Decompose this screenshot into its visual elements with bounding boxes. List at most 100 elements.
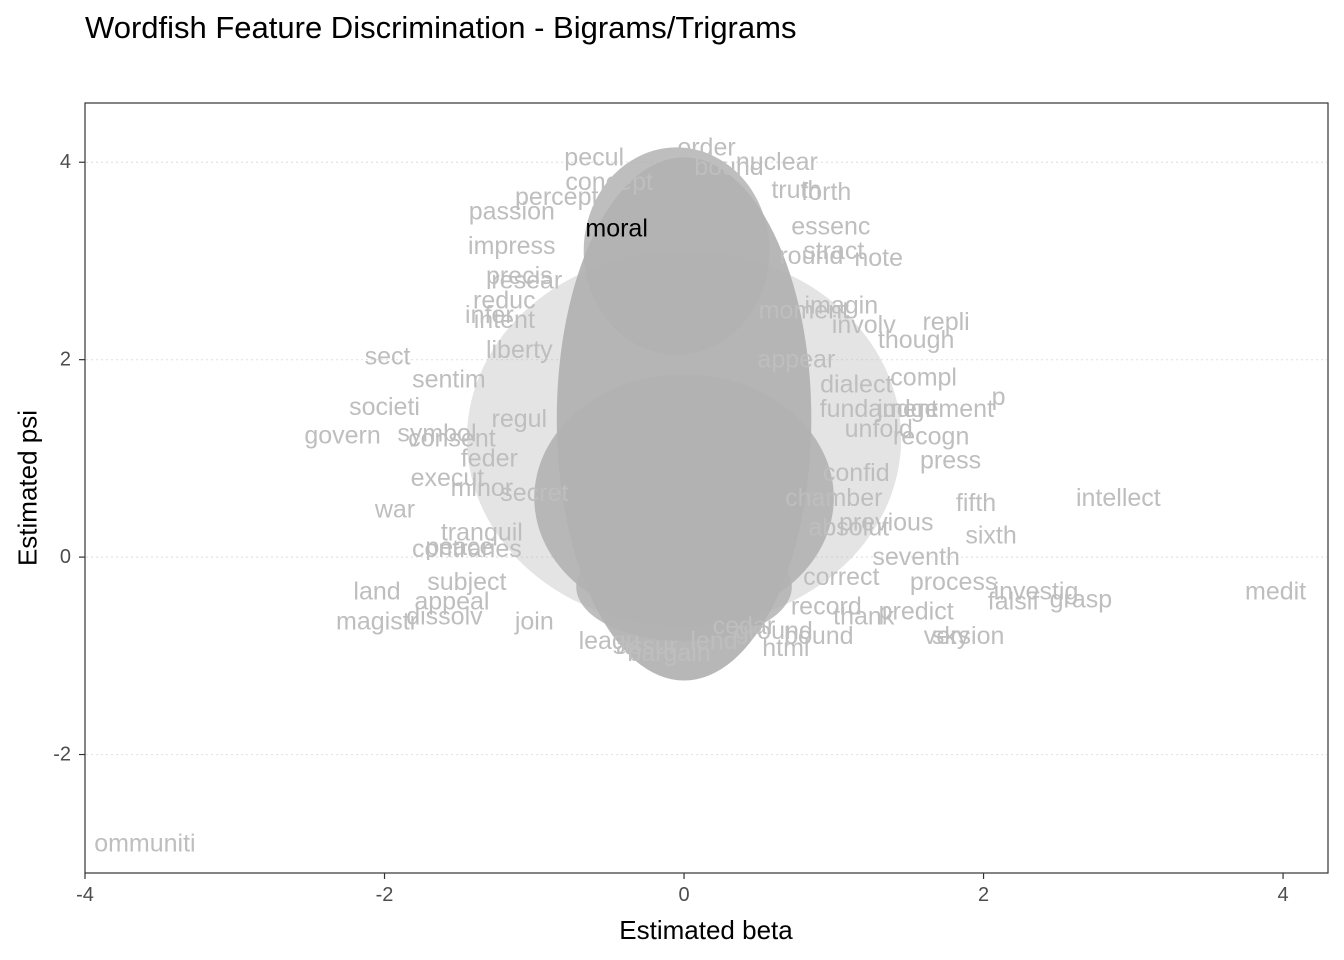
feature-label: bound xyxy=(694,153,764,181)
feature-label: nuclear xyxy=(736,148,818,176)
feature-label: previous xyxy=(839,509,934,537)
y-tick-label: 4 xyxy=(60,151,71,173)
feature-label: intent xyxy=(474,306,535,334)
feature-label: process xyxy=(910,568,998,596)
feature-label: subject xyxy=(427,568,506,596)
x-tick-label: -2 xyxy=(376,884,394,906)
y-axis-label: Estimated psi xyxy=(12,409,43,567)
feature-label: dissolv xyxy=(406,602,483,630)
feature-label: sky xyxy=(932,622,970,650)
density-cloud xyxy=(466,147,902,681)
feature-label: fundament xyxy=(820,395,938,423)
feature-label: order xyxy=(677,133,735,161)
feature-label: liberty xyxy=(486,336,553,364)
feature-label: p xyxy=(992,383,1006,411)
feature-label: note xyxy=(854,244,903,272)
feature-label: repli xyxy=(922,308,969,336)
feature-label: govern xyxy=(304,422,380,450)
feature-label: medit xyxy=(1245,578,1306,606)
feature-label: investig xyxy=(994,578,1079,606)
feature-label: round xyxy=(779,242,843,270)
feature-label: absolut xyxy=(808,513,889,541)
feature-label: seventh xyxy=(872,543,960,571)
feature-label: compl xyxy=(890,363,957,391)
feature-label: recogn xyxy=(893,423,969,451)
feature-label: chamber xyxy=(785,484,882,512)
feature-label: cedar xyxy=(713,612,776,640)
feature-label: pecul xyxy=(564,143,624,171)
feature-label: essenc xyxy=(791,212,870,240)
feature-label: record xyxy=(791,592,862,620)
feature-label: resear xyxy=(491,267,562,295)
feature-label: infer xyxy=(465,301,514,329)
feature-label: execut xyxy=(411,464,485,492)
feature-label: appeal xyxy=(414,588,489,616)
feature-label: lend xyxy=(690,627,737,655)
highlighted-feature-label: moral xyxy=(585,214,648,242)
x-axis-label: Estimated beta xyxy=(619,915,793,945)
x-tick-label: 2 xyxy=(978,884,989,906)
feature-label: concept xyxy=(565,168,653,196)
feature-label: stract xyxy=(803,237,864,265)
x-tick-label: -4 xyxy=(76,884,94,906)
feature-label: reduc xyxy=(473,286,536,314)
feature-label: percept xyxy=(515,183,598,211)
feature-label: precis xyxy=(486,262,553,290)
feature-label: fifth xyxy=(956,489,996,517)
feature-label: sect xyxy=(365,343,411,371)
feature-label: appear xyxy=(757,346,835,374)
density-blob xyxy=(466,251,902,627)
feature-label: judgement xyxy=(876,395,994,423)
feature-label: war xyxy=(374,496,415,524)
feature-label: confid xyxy=(823,459,890,487)
feature-label: minor xyxy=(451,474,514,502)
feature-label: join xyxy=(514,607,554,635)
feature-label: land xyxy=(353,578,400,606)
feature-label: feder xyxy=(461,444,518,472)
feature-label: though xyxy=(878,326,954,354)
feature-label: ommuniti xyxy=(94,829,195,857)
x-tick-label: 0 xyxy=(678,884,689,906)
feature-label: predict xyxy=(879,597,954,625)
y-tick-label: 0 xyxy=(60,546,71,568)
feature-label: leagu xyxy=(579,627,640,655)
feature-label: secret xyxy=(500,479,568,507)
density-blob xyxy=(583,147,770,355)
chart-title: Wordfish Feature Discrimination - Bigram… xyxy=(85,10,797,45)
feature-label: unfold xyxy=(845,415,913,443)
density-blob xyxy=(576,532,792,642)
feature-label: involv xyxy=(832,311,896,339)
y-tick-label: -2 xyxy=(53,744,71,766)
feature-label: forth xyxy=(801,178,851,206)
feature-label: dialect xyxy=(820,370,892,398)
y-tick-label: 2 xyxy=(60,349,71,371)
feature-label: intellect xyxy=(1076,484,1161,512)
feature-label: symbol xyxy=(397,420,476,448)
feature-label: consent xyxy=(408,425,496,453)
feature-label: grasp xyxy=(1050,586,1113,614)
x-tick-label: 4 xyxy=(1278,884,1289,906)
feature-label: moment xyxy=(759,296,849,324)
feature-label: correct xyxy=(803,563,879,591)
axes: -4 -2 0 2 4 -2 0 2 4 xyxy=(53,151,1288,906)
feature-label: impress xyxy=(468,232,556,260)
feature-label: html xyxy=(762,634,809,662)
feature-label: ground xyxy=(735,617,813,645)
feature-label: magistr xyxy=(336,607,418,635)
feature-label: societi xyxy=(349,393,420,421)
feature-label: passion xyxy=(469,198,555,226)
feature-label: bound xyxy=(784,622,854,650)
feature-label: truth xyxy=(771,176,821,204)
highlighted-labels: moral xyxy=(585,214,648,242)
feature-label: peace xyxy=(425,533,493,561)
feature-label: sentim xyxy=(412,365,486,393)
feature-label: bargain xyxy=(627,639,710,667)
feature-label: contraries xyxy=(412,535,522,563)
feature-label: tranquil xyxy=(441,518,523,546)
feature-label: regul xyxy=(492,405,548,433)
feature-label: version xyxy=(924,622,1005,650)
feature-label: thank xyxy=(833,602,895,630)
feature-label: assur xyxy=(616,632,677,660)
